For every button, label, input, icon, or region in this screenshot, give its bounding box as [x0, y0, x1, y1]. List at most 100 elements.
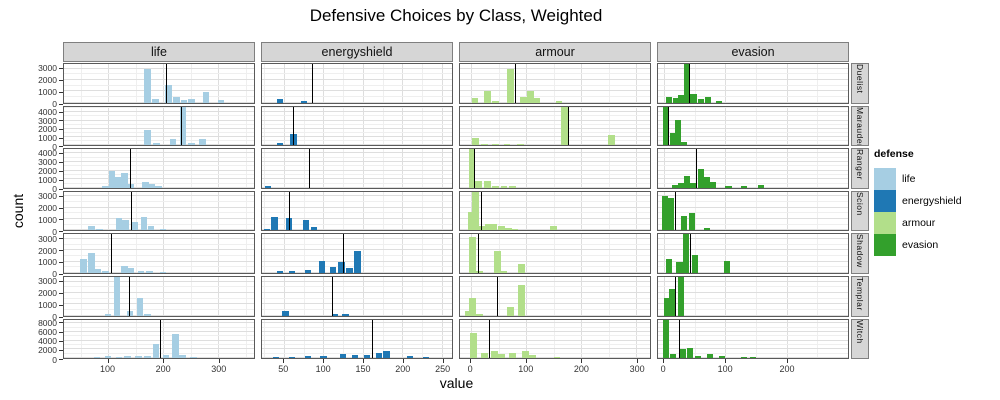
- x-tick-mark: [283, 359, 285, 364]
- y-gridline-major: [64, 78, 254, 80]
- x-gridline-major: [284, 191, 286, 231]
- y-gridline-minor: [658, 149, 848, 150]
- y-gridline-minor: [460, 266, 650, 268]
- facet-panel: [459, 276, 651, 317]
- y-tick-mark: [59, 161, 63, 163]
- histogram-bar: [171, 333, 179, 359]
- x-gridline-minor: [608, 191, 610, 231]
- histogram-bar: [561, 107, 568, 146]
- x-tick-label: 100: [100, 364, 116, 375]
- mean-line: [343, 234, 345, 273]
- y-gridline-minor: [262, 182, 452, 184]
- legend-key-swatch: [874, 190, 896, 212]
- histogram-bar: [159, 271, 167, 273]
- facet-row-strip-label: Templar: [855, 277, 865, 311]
- x-gridline-major: [402, 64, 404, 103]
- x-gridline-minor: [608, 149, 610, 188]
- x-gridline-minor: [264, 234, 266, 273]
- y-gridline-major: [460, 144, 650, 146]
- x-gridline-minor: [80, 106, 82, 146]
- histogram-bar: [475, 271, 483, 273]
- histogram-bar: [188, 143, 196, 146]
- legend: defense life energyshield armour evasion: [874, 148, 962, 256]
- histogram-bar: [690, 182, 697, 188]
- histogram-bar: [407, 356, 414, 359]
- histogram-bar: [707, 353, 714, 359]
- x-tick-mark: [442, 359, 444, 364]
- histogram-bar: [329, 267, 337, 273]
- histogram-bar: [481, 143, 489, 146]
- x-gridline-major: [581, 277, 583, 316]
- facet-panel: [63, 233, 255, 274]
- y-gridline-major: [658, 271, 848, 273]
- y-tick-label: 3000: [38, 115, 57, 126]
- x-gridline-major: [284, 149, 286, 188]
- y-gridline-major: [460, 195, 650, 197]
- y-gridline-major: [262, 152, 452, 154]
- x-gridline-minor: [817, 234, 819, 273]
- facet-panel: [459, 63, 651, 104]
- y-tick-mark: [59, 146, 63, 148]
- y-gridline-major: [460, 260, 650, 262]
- y-gridline-major: [262, 206, 452, 208]
- facet-panel: [459, 190, 651, 232]
- facet-panel: [657, 233, 849, 274]
- y-gridline-minor: [262, 286, 452, 288]
- x-gridline-major: [108, 319, 110, 359]
- histogram-bar: [492, 144, 500, 146]
- y-tick-mark: [59, 137, 63, 139]
- histogram-bar: [672, 184, 679, 188]
- histogram-bar: [725, 185, 732, 188]
- x-gridline-major: [441, 277, 443, 316]
- y-gridline-major: [262, 67, 452, 69]
- y-gridline-minor: [64, 95, 254, 97]
- x-gridline-minor: [694, 64, 696, 103]
- y-gridline-minor: [658, 182, 848, 184]
- x-gridline-major: [362, 106, 364, 146]
- x-gridline-major: [108, 149, 110, 188]
- histogram-bar: [131, 222, 138, 231]
- x-gridline-minor: [135, 106, 137, 146]
- x-gridline-major: [636, 319, 638, 359]
- y-gridline-major: [460, 78, 650, 80]
- mean-line: [674, 277, 676, 316]
- histogram-bar: [665, 258, 673, 273]
- y-gridline-minor: [64, 201, 254, 203]
- histogram-bar: [159, 229, 167, 231]
- histogram-bar: [691, 255, 698, 273]
- y-tick-label: 0: [52, 99, 57, 109]
- y-tick-label: 1000: [38, 175, 57, 186]
- y-gridline-minor: [64, 335, 254, 337]
- y-gridline-major: [658, 135, 848, 137]
- y-tick-label: 3000: [38, 157, 57, 168]
- y-gridline-minor: [64, 182, 254, 184]
- histogram-bar: [265, 185, 272, 188]
- y-gridline-minor: [460, 149, 650, 150]
- x-gridline-major: [441, 191, 443, 231]
- facet-panel: [261, 105, 453, 147]
- y-gridline-major: [460, 237, 650, 239]
- y-gridline-major: [658, 237, 848, 239]
- y-gridline-minor: [460, 335, 650, 337]
- x-gridline-minor: [694, 234, 696, 273]
- y-gridline-major: [262, 330, 452, 332]
- x-gridline-minor: [245, 234, 247, 273]
- y-gridline-major: [460, 291, 650, 293]
- histogram-bar: [179, 106, 187, 146]
- histogram-bar: [555, 100, 563, 103]
- y-gridline-minor: [262, 297, 452, 299]
- mean-line: [332, 277, 334, 316]
- y-gridline-minor: [460, 297, 650, 299]
- x-gridline-major: [471, 191, 472, 231]
- histogram-bar: [719, 356, 726, 359]
- histogram-bar: [102, 185, 109, 188]
- y-gridline-minor: [658, 286, 848, 288]
- facet-row-strip-label: Duelist: [855, 64, 865, 94]
- mean-line: [688, 64, 690, 103]
- y-gridline-minor: [460, 165, 650, 167]
- x-gridline-minor: [245, 106, 247, 146]
- y-gridline-major: [262, 280, 452, 282]
- y-tick-label: 8000: [38, 317, 57, 328]
- y-gridline-major: [262, 169, 452, 171]
